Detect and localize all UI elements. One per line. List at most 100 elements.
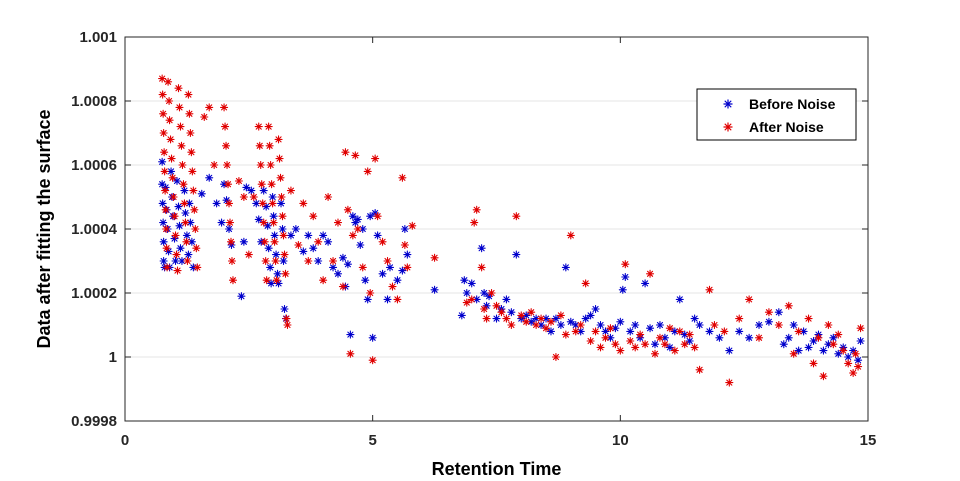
data-point	[611, 324, 620, 333]
data-point	[675, 327, 684, 336]
data-point	[181, 218, 190, 227]
data-point	[358, 224, 367, 234]
data-point	[224, 199, 234, 208]
data-point	[181, 208, 190, 218]
data-point	[158, 157, 167, 166]
y-tick-label: 0.9998	[71, 413, 117, 430]
data-point	[188, 167, 197, 176]
data-point	[472, 295, 481, 304]
data-point	[263, 221, 272, 230]
data-point	[616, 317, 625, 326]
data-point	[556, 320, 565, 330]
data-point	[264, 244, 273, 253]
legend-entry: After Noise	[723, 119, 824, 135]
data-point	[333, 218, 343, 227]
data-point	[517, 311, 526, 320]
data-point	[480, 288, 489, 298]
data-point	[353, 215, 362, 224]
data-point	[844, 352, 853, 362]
data-point	[278, 212, 287, 221]
data-point	[601, 327, 610, 336]
data-point	[222, 196, 231, 205]
y-tick-label: 1.0008	[71, 93, 117, 110]
data-point	[371, 154, 380, 163]
data-point	[507, 320, 516, 330]
data-point	[162, 244, 171, 253]
data-point	[527, 308, 536, 317]
data-point	[606, 324, 615, 333]
data-point	[809, 359, 818, 368]
data-point	[368, 356, 377, 365]
data-point	[799, 327, 808, 336]
x-tick-label: 15	[860, 432, 877, 449]
data-point	[170, 234, 179, 243]
data-point	[497, 308, 506, 317]
data-point	[430, 285, 439, 294]
data-point	[393, 276, 402, 285]
data-point	[789, 349, 798, 358]
data-point	[824, 320, 833, 330]
data-point	[745, 333, 754, 342]
data-point	[265, 141, 274, 150]
data-point	[257, 180, 266, 189]
data-point	[328, 263, 338, 272]
data-point	[546, 327, 556, 336]
data-point	[586, 336, 595, 346]
data-point	[259, 186, 268, 195]
data-point	[262, 202, 271, 211]
data-point	[169, 192, 178, 202]
data-point	[527, 317, 536, 326]
data-point	[670, 346, 679, 355]
x-tick-labels: 0 5 10 15	[121, 432, 877, 449]
data-point	[745, 295, 754, 304]
data-point	[160, 148, 169, 157]
data-point	[561, 330, 570, 339]
data-point	[159, 128, 168, 138]
data-point	[165, 116, 174, 125]
data-point	[267, 180, 276, 189]
data-point	[834, 330, 843, 339]
data-point	[314, 237, 323, 246]
data-point	[660, 333, 669, 342]
data-point	[561, 263, 570, 272]
data-point	[512, 212, 521, 221]
data-point	[596, 320, 605, 330]
data-point	[819, 346, 828, 355]
data-point	[366, 212, 375, 221]
data-point	[222, 160, 232, 170]
legend-marker	[723, 99, 733, 109]
data-point	[343, 205, 352, 214]
data-point	[259, 218, 268, 227]
data-point	[304, 231, 313, 240]
data-point	[174, 84, 183, 93]
data-point	[631, 343, 640, 352]
legend-label: Before Noise	[749, 96, 836, 112]
data-point	[606, 333, 615, 342]
data-point	[388, 282, 397, 291]
data-point	[581, 279, 590, 288]
data-point	[794, 327, 803, 336]
data-point	[338, 253, 347, 262]
data-point	[186, 128, 195, 138]
data-point	[378, 269, 387, 278]
data-point	[685, 336, 694, 346]
data-point	[492, 314, 501, 323]
data-point	[247, 186, 256, 195]
data-point	[485, 292, 494, 301]
data-point	[167, 154, 176, 163]
data-point	[162, 224, 171, 234]
data-point	[690, 314, 699, 323]
data-point	[398, 173, 407, 182]
data-point	[351, 218, 360, 227]
data-point	[193, 263, 202, 272]
data-point	[282, 314, 291, 323]
data-point	[611, 340, 620, 349]
data-point	[403, 250, 412, 259]
data-point	[166, 135, 175, 144]
data-point	[205, 173, 214, 182]
data-point	[279, 231, 288, 240]
data-point	[212, 199, 221, 208]
data-point	[636, 330, 645, 339]
data-point	[170, 212, 179, 221]
data-point	[601, 333, 610, 342]
